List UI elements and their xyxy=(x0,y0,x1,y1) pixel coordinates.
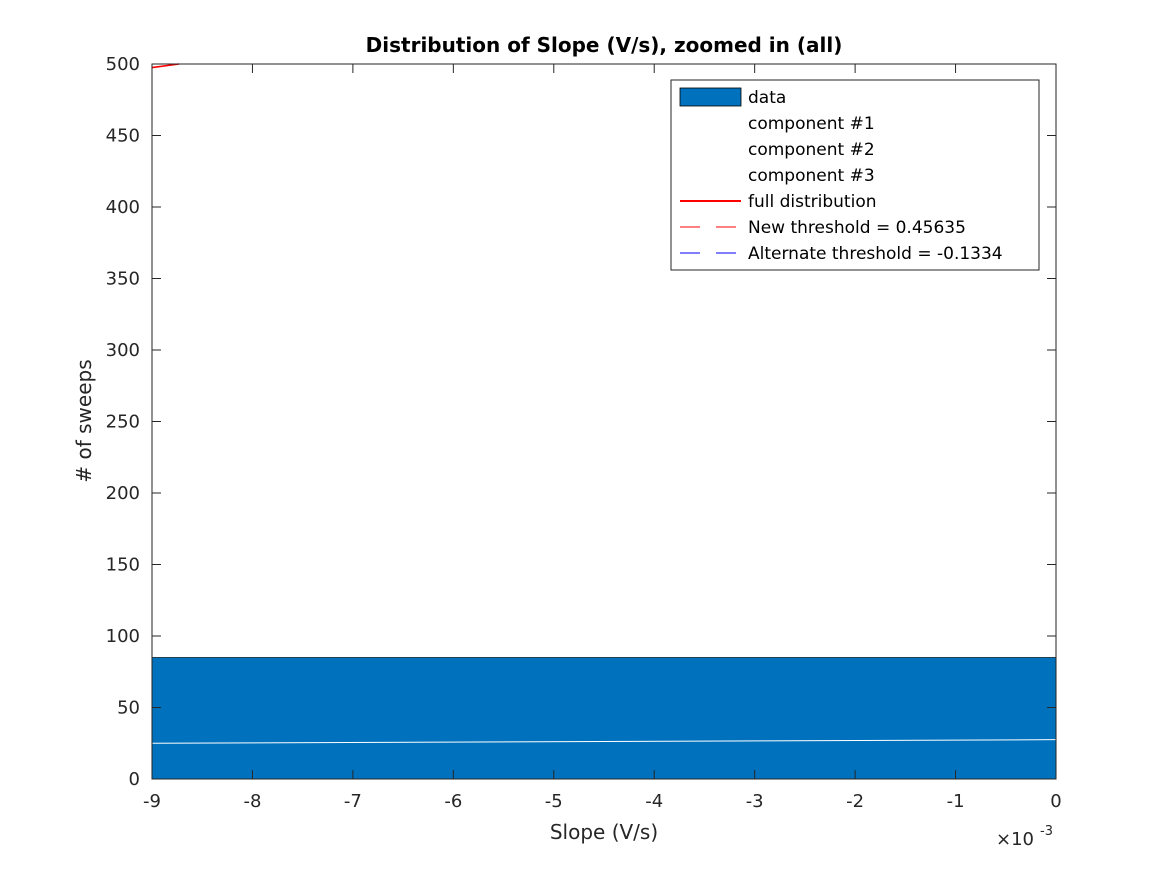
y-tick-label-8: 400 xyxy=(106,197,140,218)
y-tick-label-1: 50 xyxy=(117,698,140,719)
series-line-1 xyxy=(151,739,1057,744)
lines-layer xyxy=(151,63,1057,744)
x-exponent-power: -3 xyxy=(1040,824,1053,839)
legend-label-0: data xyxy=(748,88,786,108)
y-tick-label-0: 0 xyxy=(129,769,140,790)
x-tick-label-7: -2 xyxy=(846,791,864,812)
legend-label-5: New threshold = 0.45635 xyxy=(748,218,966,238)
tick-labels-layer: -9 -8 -7 -6 -5 -4 -3 -2 -1 0 0 50 100 150 200 250 300 350… xyxy=(106,54,1062,812)
y-tick-label-4: 200 xyxy=(106,483,140,504)
x-tick-label-8: -1 xyxy=(947,791,965,812)
x-tick-label-4: -5 xyxy=(545,791,563,812)
legend-label-3: component #3 xyxy=(748,166,875,186)
legend-items: data component #1 component #2 component #3… xyxy=(679,87,1003,264)
y-tick-label-10: 500 xyxy=(106,54,140,75)
x-tick-label-5: -4 xyxy=(645,791,663,812)
x-tick-label-0: -9 xyxy=(143,791,161,812)
y-tick-label-6: 300 xyxy=(106,340,140,361)
x-tick-label-2: -7 xyxy=(344,791,362,812)
x-tick-label-9: 0 xyxy=(1050,791,1061,812)
legend-swatch-0 xyxy=(679,87,742,107)
y-tick-label-9: 450 xyxy=(106,126,140,147)
chart-title: Distribution of Slope (V/s), zoomed in (… xyxy=(366,33,843,57)
x-tick-label-6: -3 xyxy=(746,791,764,812)
ticks-layer xyxy=(151,63,1057,780)
y-axis-label: # of sweeps xyxy=(72,359,96,482)
x-axis-exponent: ×10 -3 xyxy=(996,824,1053,850)
legend: data component #1 component #2 component #3… xyxy=(670,79,1040,271)
y-tick-label-3: 150 xyxy=(106,555,140,576)
y-tick-label-2: 100 xyxy=(106,626,140,647)
x-tick-label-3: -6 xyxy=(444,791,462,812)
x-axis-label: Slope (V/s) xyxy=(550,820,658,844)
y-tick-label-7: 350 xyxy=(106,269,140,290)
series-line-4 xyxy=(151,63,180,69)
y-tick-label-5: 250 xyxy=(106,412,140,433)
legend-label-6: Alternate threshold = -0.1334 xyxy=(748,244,1003,264)
legend-label-4: full distribution xyxy=(748,192,877,212)
x-tick-label-1: -8 xyxy=(243,791,261,812)
bars-layer xyxy=(151,657,1057,780)
x-exponent-base: ×10 xyxy=(996,829,1034,850)
legend-label-1: component #1 xyxy=(748,114,875,134)
histogram-bar-0 xyxy=(151,657,1057,780)
legend-label-2: component #2 xyxy=(748,140,875,160)
